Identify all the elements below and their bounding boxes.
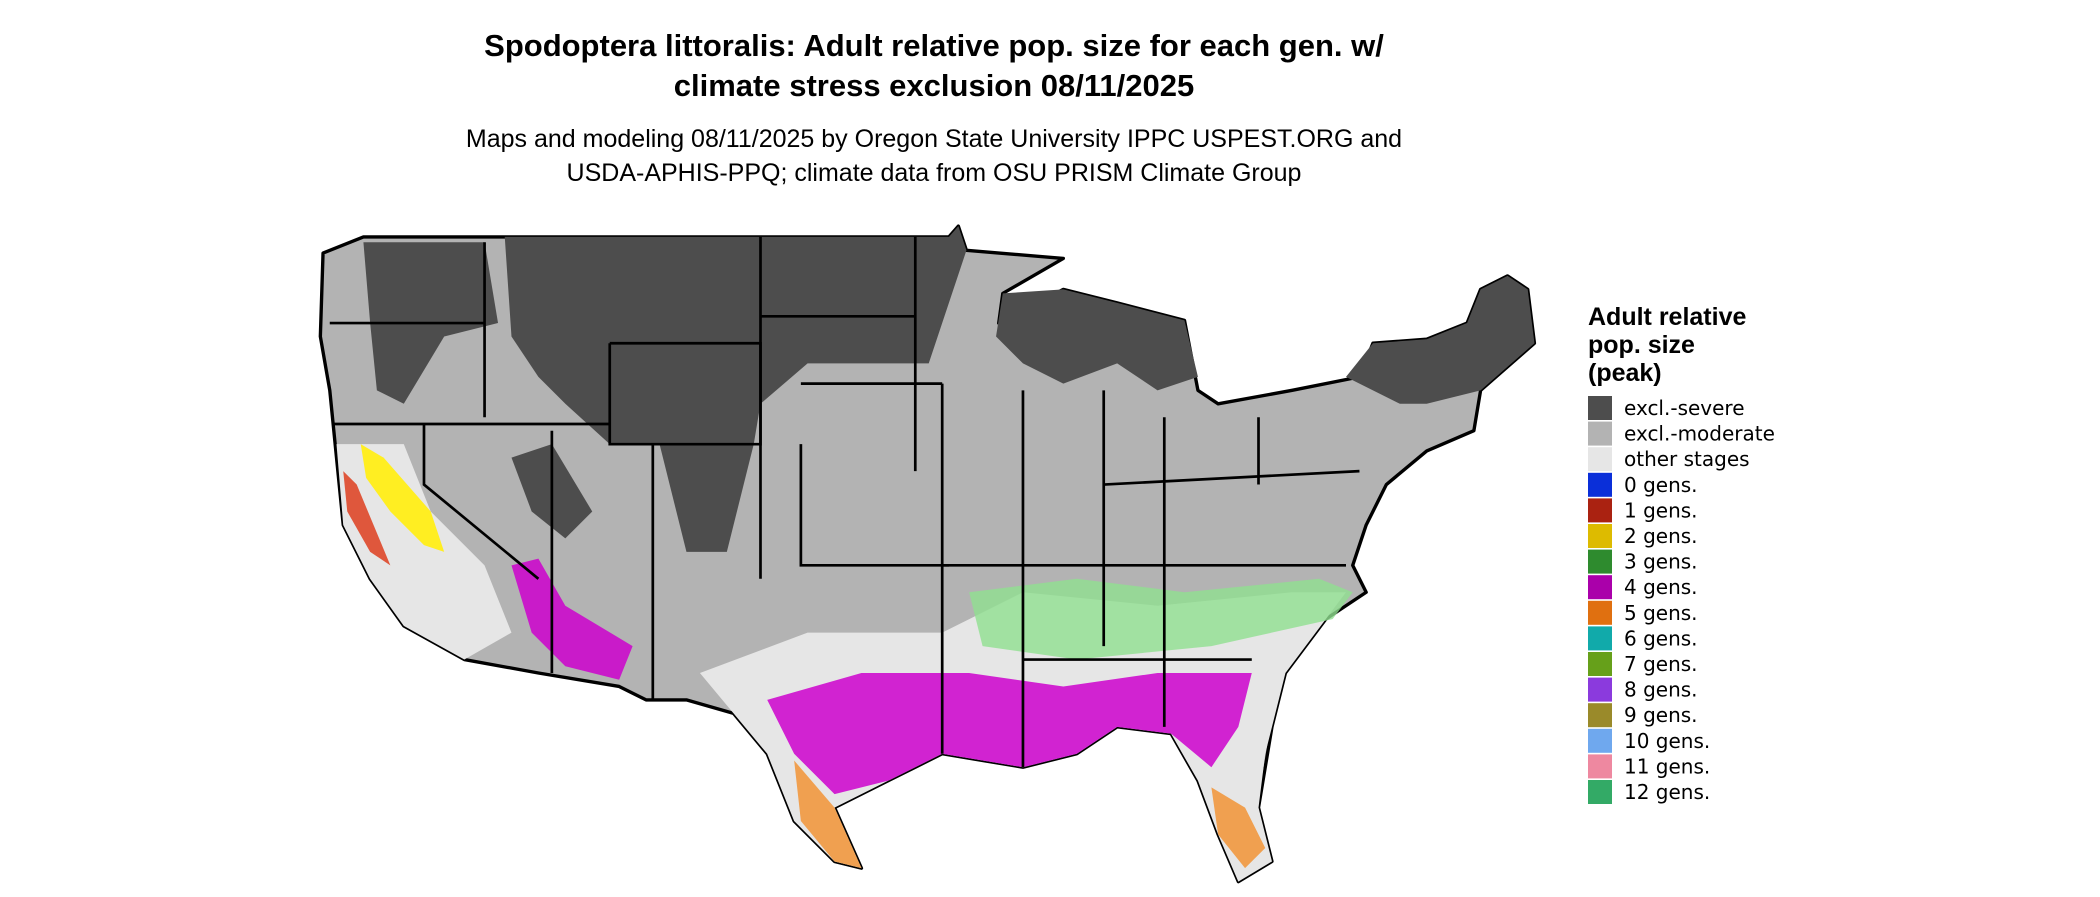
legend-label: 5 gens. [1624,601,1698,625]
legend-label: other stages [1624,447,1750,471]
legend-swatch [1588,472,1612,497]
legend-label: excl.-moderate [1624,422,1775,446]
title: climate stress exclusion 08/11/2025 [674,68,1194,103]
legend: Adult relative pop. size (peak) excl.-se… [1588,303,1775,804]
legend-label: 12 gens. [1624,780,1710,804]
legend-swatch [1588,600,1612,625]
title: Spodoptera littoralis: Adult relative po… [484,28,1384,63]
legend-swatch [1588,575,1612,600]
legend-label: 10 gens. [1624,729,1710,753]
legend-title: (peak) [1588,359,1662,387]
legend-title: pop. size [1588,331,1695,359]
legend-label: 0 gens. [1624,473,1698,497]
legend-label: 3 gens. [1624,550,1698,574]
legend-swatch [1588,626,1612,651]
legend-swatch [1588,780,1612,804]
legend-label: 8 gens. [1624,678,1698,702]
legend-label: excl.-severe [1624,396,1745,420]
legend-swatch [1588,677,1612,702]
legend-swatch [1588,549,1612,574]
legend-swatch [1588,703,1612,728]
legend-swatch [1588,396,1612,420]
legend-swatch [1588,524,1612,548]
legend-title: Adult relative [1588,303,1746,331]
generation-areas [343,444,1353,869]
legend-swatch [1588,498,1612,523]
legend-swatch [1588,421,1612,446]
subtitle: Maps and modeling 08/11/2025 by Oregon S… [466,125,1402,153]
legend-swatch [1588,447,1612,472]
legend-swatch [1588,728,1612,753]
subtitle: USDA-APHIS-PPQ; climate data from OSU PR… [567,159,1302,187]
legend-label: 9 gens. [1624,703,1698,727]
legend-label: 11 gens. [1624,754,1710,778]
state-borders [329,236,1360,768]
us-map [318,224,1537,884]
excl-severe-areas [363,226,1535,552]
legend-label: 6 gens. [1624,626,1698,650]
legend-swatch [1588,754,1612,779]
legend-label: 1 gens. [1624,498,1698,522]
legend-label: 4 gens. [1624,575,1698,599]
legend-label: 7 gens. [1624,652,1698,676]
legend-label: 2 gens. [1624,524,1698,548]
legend-swatch [1588,652,1612,676]
